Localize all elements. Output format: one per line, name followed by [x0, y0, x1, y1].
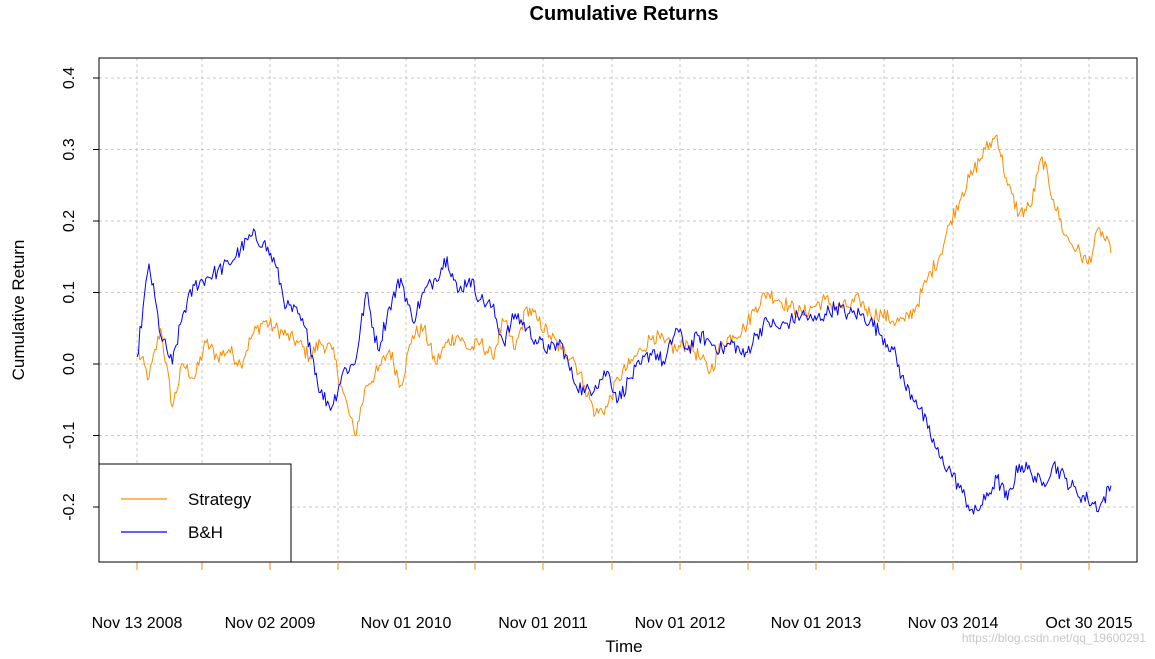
series-line-bh: [136, 228, 1112, 515]
x-axis: Nov 13 2008 Nov 02 2009 Nov 01 2010 Nov 01 …: [92, 562, 1133, 632]
chart-title: Cumulative Returns: [530, 3, 719, 25]
y-axis-label: Cumulative Return: [9, 240, 28, 381]
y-tick-label: -0.2: [61, 493, 78, 521]
x-tick-label: Nov 02 2009: [225, 615, 316, 632]
legend: Strategy B&H: [98, 463, 292, 563]
x-axis-label: Time: [605, 637, 642, 656]
x-tick-label: Nov 03 2014: [908, 615, 999, 632]
series-line-strategy: [136, 134, 1112, 436]
y-tick-label: 0.0: [61, 353, 78, 375]
legend-label-bh: B&H: [188, 523, 223, 542]
series-layer: [136, 134, 1112, 515]
y-tick-label: 0.3: [61, 138, 78, 160]
y-tick-label: 0.4: [61, 67, 78, 89]
x-tick-label: Nov 13 2008: [92, 615, 183, 632]
x-tick-label: Nov 01 2010: [361, 615, 452, 632]
y-tick-label: -0.1: [61, 422, 78, 450]
legend-box: [98, 463, 292, 563]
plot-frame: [98, 57, 1138, 563]
y-tick-label: 0.2: [61, 210, 78, 232]
legend-label-strategy: Strategy: [188, 490, 252, 509]
x-tick-label: Nov 01 2012: [635, 615, 726, 632]
y-axis: -0.2 -0.1 0.0 0.1 0.2 0.3 0.4: [61, 67, 99, 521]
y-tick-label: 0.1: [61, 281, 78, 303]
watermark-text: https://blog.csdn.net/qq_19600291: [962, 631, 1146, 645]
x-tick-label: Oct 30 2015: [1045, 615, 1132, 632]
x-tick-label: Nov 01 2013: [771, 615, 862, 632]
grid-lines: [99, 58, 1137, 562]
x-tick-label: Nov 01 2011: [498, 615, 588, 632]
